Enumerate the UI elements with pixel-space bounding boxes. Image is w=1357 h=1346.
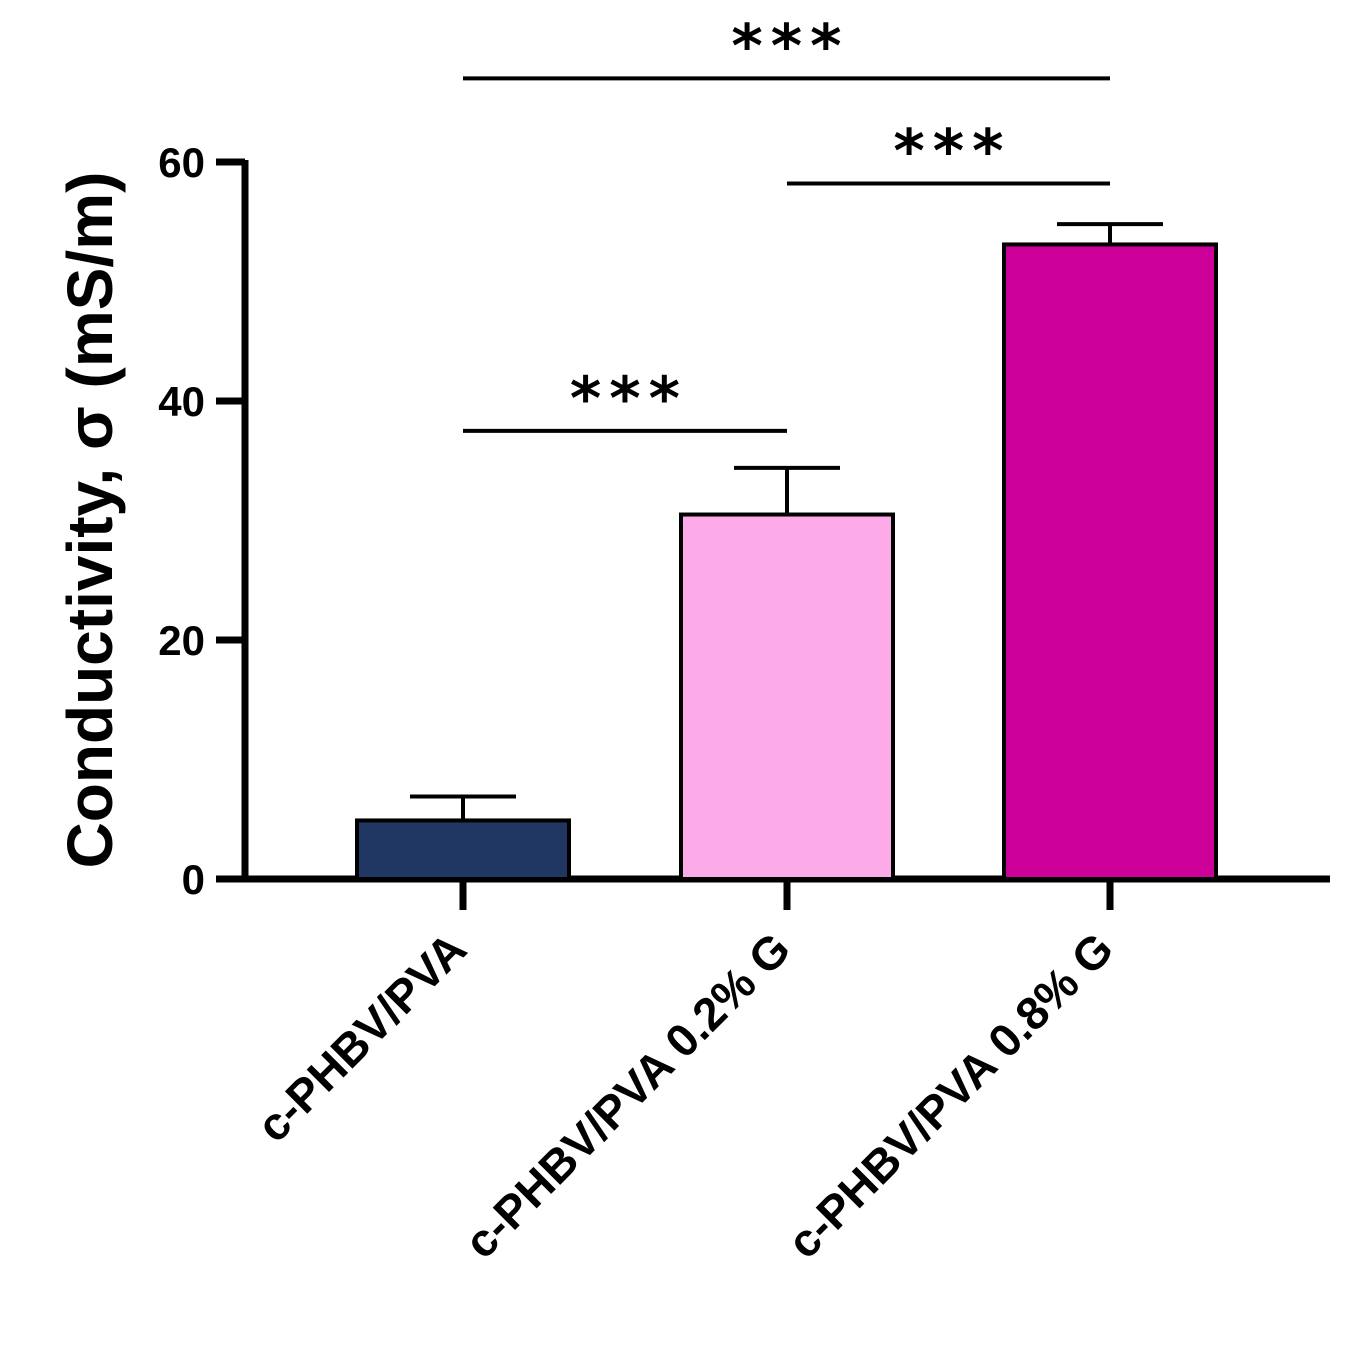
x-category-label-3: c-PHBV/PVA 0.8% G <box>777 922 1123 1268</box>
y-tick-label: 60 <box>158 139 205 186</box>
significance-label-2: *** <box>893 117 1011 187</box>
y-axis-title: Conductivity, σ (mS/m) <box>54 172 126 869</box>
bar-1 <box>355 818 571 882</box>
y-tick-label: 0 <box>182 856 205 903</box>
significance-label-3: *** <box>731 11 849 81</box>
bar-3 <box>1002 242 1218 881</box>
x-category-label-1: c-PHBV/PVA <box>247 922 477 1152</box>
significance-label-1: *** <box>570 364 688 434</box>
x-category-label-2: c-PHBV/PVA 0.2% G <box>454 922 800 1268</box>
y-tick-label: 20 <box>158 617 205 664</box>
y-tick-label: 40 <box>158 378 205 425</box>
bar-2 <box>679 512 895 882</box>
